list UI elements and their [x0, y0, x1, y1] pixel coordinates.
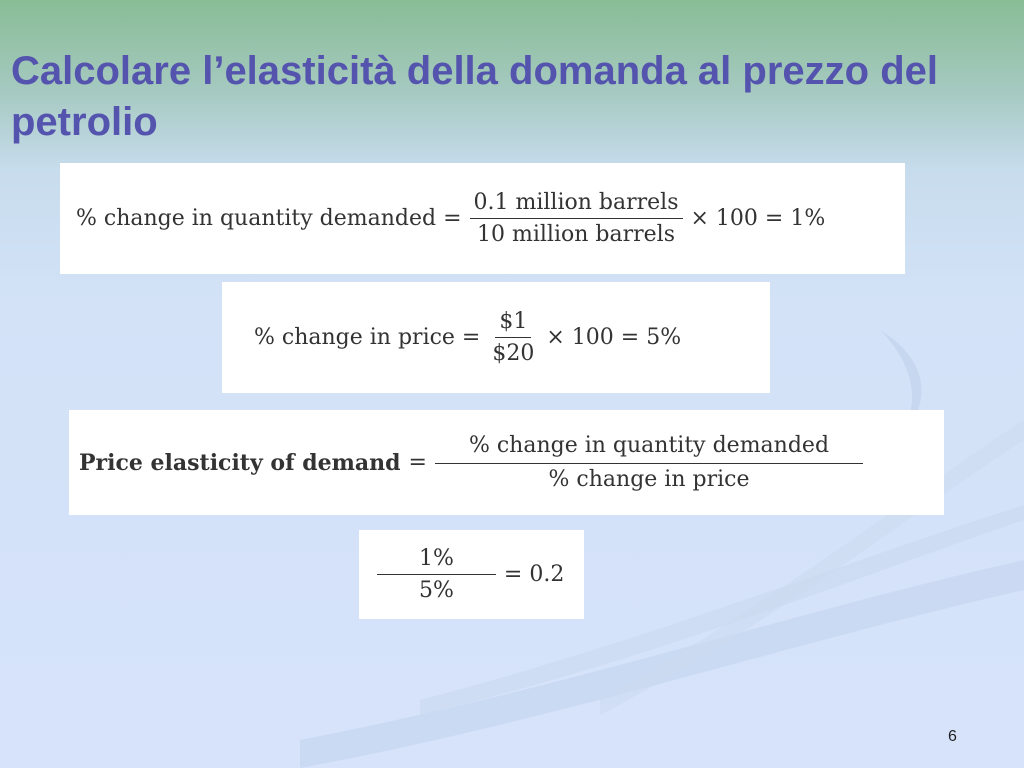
price-change-label: % change in price =	[254, 325, 481, 350]
elasticity-definition-denominator: % change in price	[548, 466, 750, 492]
quantity-change-result: × 100 = 1%	[690, 206, 826, 231]
price-change-result: × 100 = 5%	[546, 325, 682, 350]
elasticity-result-denominator: 5%	[419, 578, 454, 603]
elasticity-definition-fraction: % change in quantity demanded % change i…	[434, 433, 864, 492]
elasticity-definition-equals: =	[408, 450, 427, 475]
elasticity-definition-label: Price elasticity of demand	[79, 449, 401, 476]
quantity-change-denominator: 10 million barrels	[477, 222, 675, 247]
elasticity-result-fraction: 1% 5%	[377, 546, 496, 604]
quantity-change-equation: % change in quantity demanded = 0.1 mill…	[60, 163, 905, 274]
quantity-change-label: % change in quantity demanded =	[76, 206, 462, 231]
elasticity-definition-numerator: % change in quantity demanded	[434, 433, 864, 464]
elasticity-result-value: = 0.2	[503, 562, 565, 587]
price-change-numerator: $1	[495, 309, 532, 338]
price-change-fraction: $1 $20	[488, 309, 538, 367]
elasticity-result-equation: 1% 5% = 0.2	[359, 530, 584, 619]
elasticity-result-numerator: 1%	[377, 546, 496, 575]
page-number: 6	[948, 728, 957, 745]
slide-title: Calcolare l’elasticità della domanda al …	[11, 49, 938, 144]
price-change-denominator: $20	[492, 341, 535, 366]
quantity-change-numerator: 0.1 million barrels	[469, 190, 683, 219]
quantity-change-fraction: 0.1 million barrels 10 million barrels	[469, 190, 683, 248]
elasticity-definition-equation: Price elasticity of demand = % change in…	[69, 410, 944, 515]
price-change-equation: % change in price = $1 $20 × 100 = 5%	[222, 282, 770, 393]
